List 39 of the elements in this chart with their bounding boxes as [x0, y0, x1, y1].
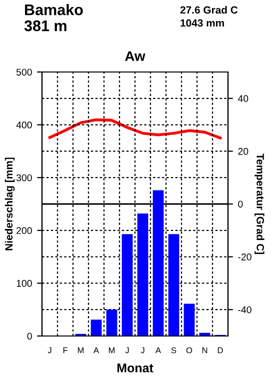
text: 27.6 Grad C — [180, 6, 238, 14]
x-tick-label: M — [108, 347, 115, 354]
bar — [168, 234, 180, 336]
y-tick-label: 300 — [16, 174, 32, 182]
x-axis-title: Monat — [117, 364, 154, 372]
x-tick-label: J — [48, 347, 52, 354]
y2-tick-label: 0 — [238, 200, 243, 208]
bar — [137, 214, 148, 336]
x-tick-label: M — [78, 347, 84, 354]
y-tick-label: 200 — [16, 227, 32, 234]
y-tick-label: 0 — [27, 332, 32, 340]
bar — [184, 304, 195, 336]
x-tick-label: A — [93, 347, 100, 354]
y-tick-label: 100 — [16, 280, 32, 287]
bar — [152, 190, 164, 336]
y2-tick-label: -20 — [238, 254, 252, 260]
y-tick-label: 500 — [16, 68, 32, 76]
y2-tick-label: 40 — [238, 95, 248, 102]
text: Bamako — [25, 4, 83, 16]
y2-tick-label: 20 — [238, 148, 248, 155]
x-tick-label: O — [186, 347, 192, 354]
bar — [106, 310, 118, 336]
y-axis-title: Niederschlag [mm] — [4, 158, 15, 250]
x-tick-label: F — [63, 347, 68, 354]
chart-title: Aw — [125, 51, 146, 61]
line-series — [48, 118, 222, 140]
x-tick-label: N — [202, 347, 208, 354]
x-tick-label: J — [125, 347, 129, 354]
y2-tick-label: -40 — [238, 306, 252, 314]
bar — [90, 320, 102, 336]
x-tick-label: J — [140, 347, 144, 354]
x-tick-label: A — [155, 347, 162, 354]
x-tick-label: S — [171, 347, 176, 354]
text: 1043 mm — [180, 19, 224, 27]
y2-axis-title: Temperatur [Grad C] — [254, 154, 264, 254]
bar — [122, 234, 133, 336]
x-tick-label: D — [218, 347, 223, 354]
y-tick-label: 400 — [16, 122, 32, 128]
text: 381 m — [24, 20, 66, 32]
